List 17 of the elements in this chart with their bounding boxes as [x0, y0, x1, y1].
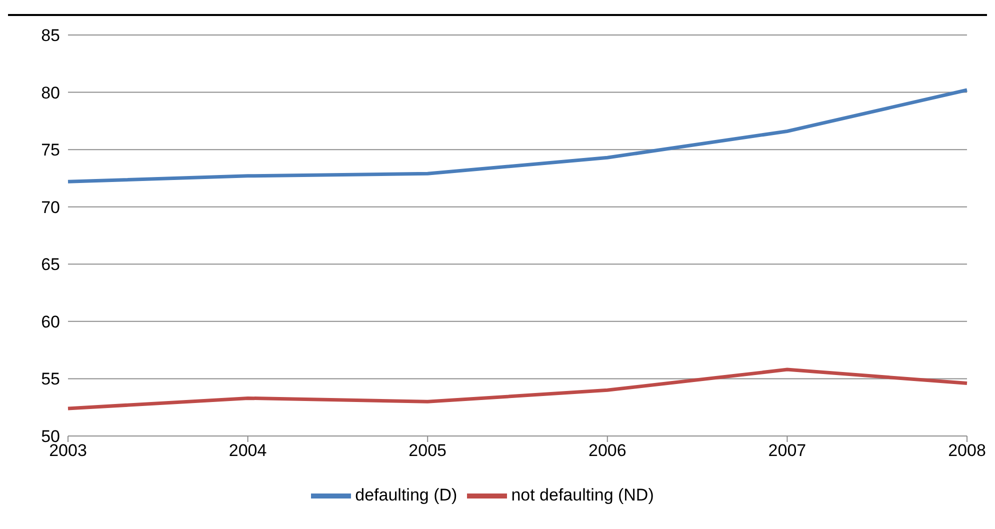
- y-tick-label: 55: [41, 370, 60, 389]
- y-tick-label: 60: [41, 312, 60, 332]
- y-tick-label: 85: [41, 26, 60, 46]
- x-tick-label: 2004: [228, 441, 267, 460]
- y-tick-label: 75: [41, 140, 60, 160]
- y-tick-label: 65: [41, 255, 60, 274]
- line-series: [66, 368, 969, 410]
- legend-label: not defaulting (ND): [511, 485, 654, 504]
- y-tick-label: 80: [41, 83, 60, 102]
- line-series: [66, 88, 969, 184]
- legend-label: defaulting (D): [355, 485, 458, 504]
- x-tick-label: 2006: [588, 441, 626, 460]
- y-tick-label: 70: [41, 198, 60, 217]
- x-tick-label: 2008: [948, 441, 986, 460]
- x-tick-label: 2007: [768, 441, 806, 460]
- x-tick-label: 2003: [49, 441, 87, 460]
- x-tick-label: 2005: [408, 441, 447, 460]
